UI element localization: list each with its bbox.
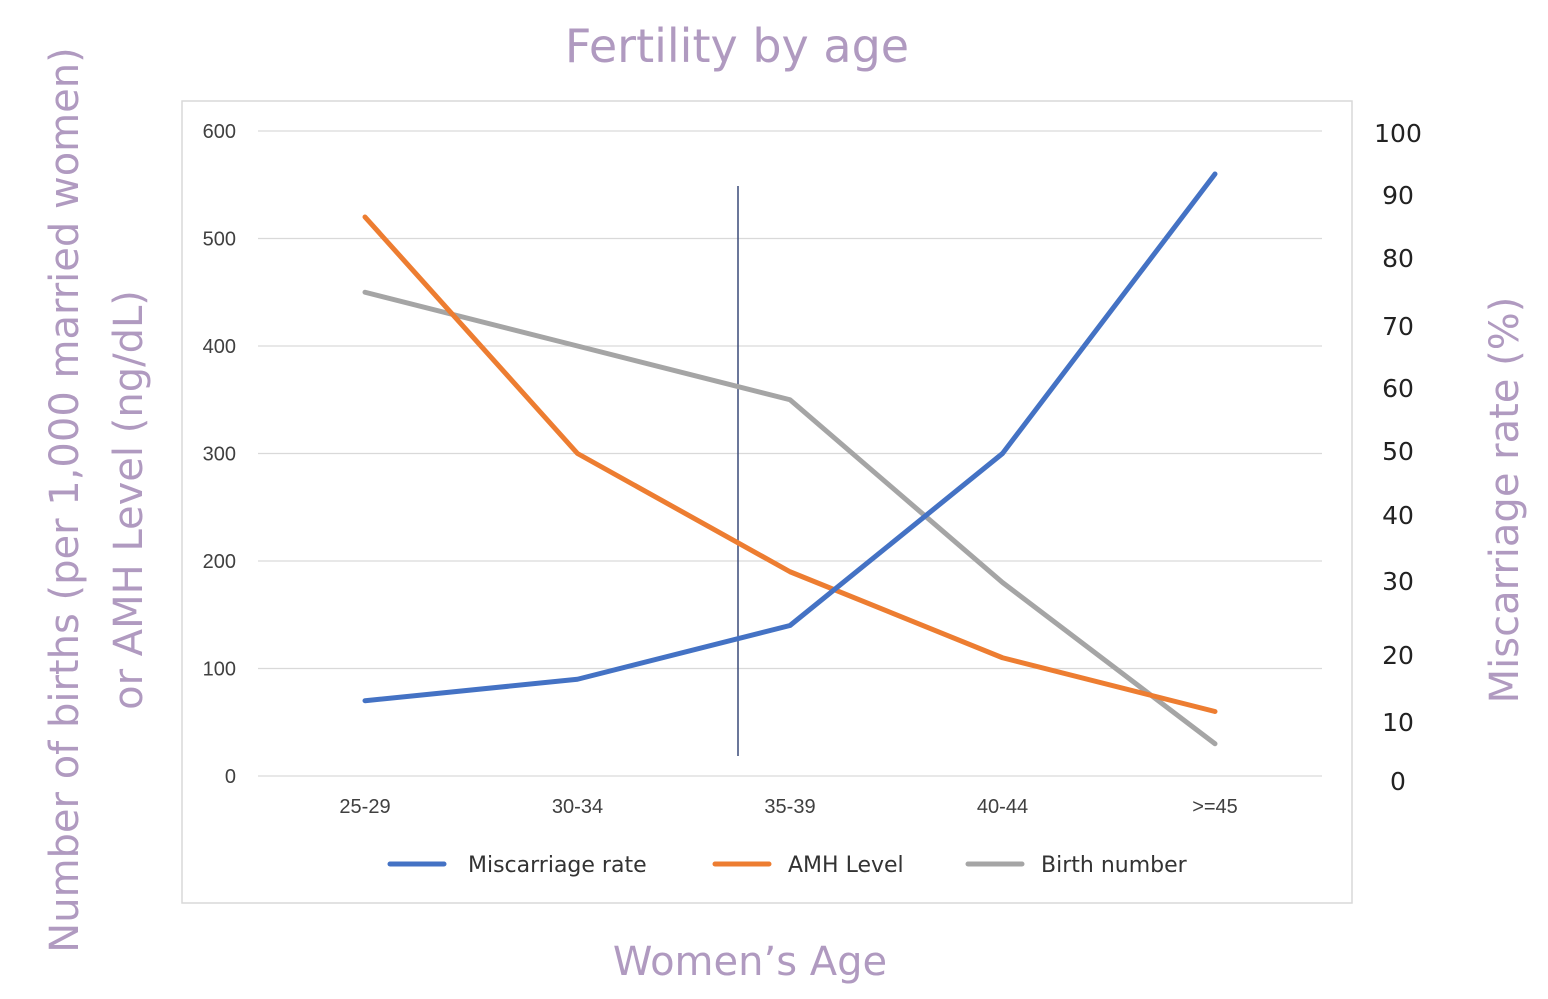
x-tick-label: >=45 [1192,796,1238,818]
right-tick-label: 90 [1382,181,1414,210]
x-axis-title: Women’s Age [613,939,887,985]
series-lines [362,171,1218,747]
right-tick-label: 60 [1382,374,1414,403]
left-tick-label: 600 [203,121,236,143]
legend-label: AMH Level [788,853,904,878]
left-axis-ticks: 0 100 200 300 400 500 600 [203,121,236,788]
series-line-birth-number [362,289,1218,747]
legend-item: Birth number [965,853,1188,878]
left-tick-label: 300 [203,444,236,466]
left-axis-title-line2: or AMH Level (ng/dL) [106,290,152,710]
left-tick-label: 500 [203,229,236,251]
grid-lines [258,130,1322,777]
x-tick-label: 35-39 [764,796,815,818]
right-tick-label: 30 [1382,567,1414,596]
right-tick-label: 50 [1382,437,1414,466]
legend-item: Miscarriage rate [387,853,647,878]
left-tick-label: 0 [225,766,236,788]
x-tick-label: 30-34 [552,796,603,818]
right-tick-label: 100 [1374,119,1422,148]
left-tick-label: 400 [203,336,236,358]
chart-title: Fertility by age [565,19,909,73]
x-tick-label: 40-44 [977,796,1028,818]
legend-label: Miscarriage rate [468,853,647,878]
right-tick-label: 70 [1382,312,1414,341]
right-tick-label: 0 [1390,767,1406,796]
left-tick-label: 100 [203,659,236,681]
right-tick-label: 10 [1382,708,1414,737]
left-axis-title-line1: Number of births (per 1,000 married wome… [42,47,88,952]
series-line-miscarriage-rate [362,171,1218,704]
legend-item: AMH Level [712,853,904,878]
right-tick-label: 20 [1382,641,1414,670]
x-axis-ticks: 25-29 30-34 35-39 40-44 >=45 [339,796,1237,818]
right-axis-title: Miscarriage rate (%) [1482,297,1528,704]
right-axis-ticks: 0 10 20 30 40 50 60 70 80 90 100 [1374,119,1422,796]
left-tick-label: 200 [203,551,236,573]
legend: Miscarriage rate AMH Level Birth number [387,853,1188,878]
right-tick-label: 80 [1382,244,1414,273]
legend-label: Birth number [1041,853,1188,878]
x-tick-label: 25-29 [339,796,390,818]
right-tick-label: 40 [1382,501,1414,530]
plot-area-frame [181,100,1353,904]
series-line-amh-level [362,214,1218,714]
